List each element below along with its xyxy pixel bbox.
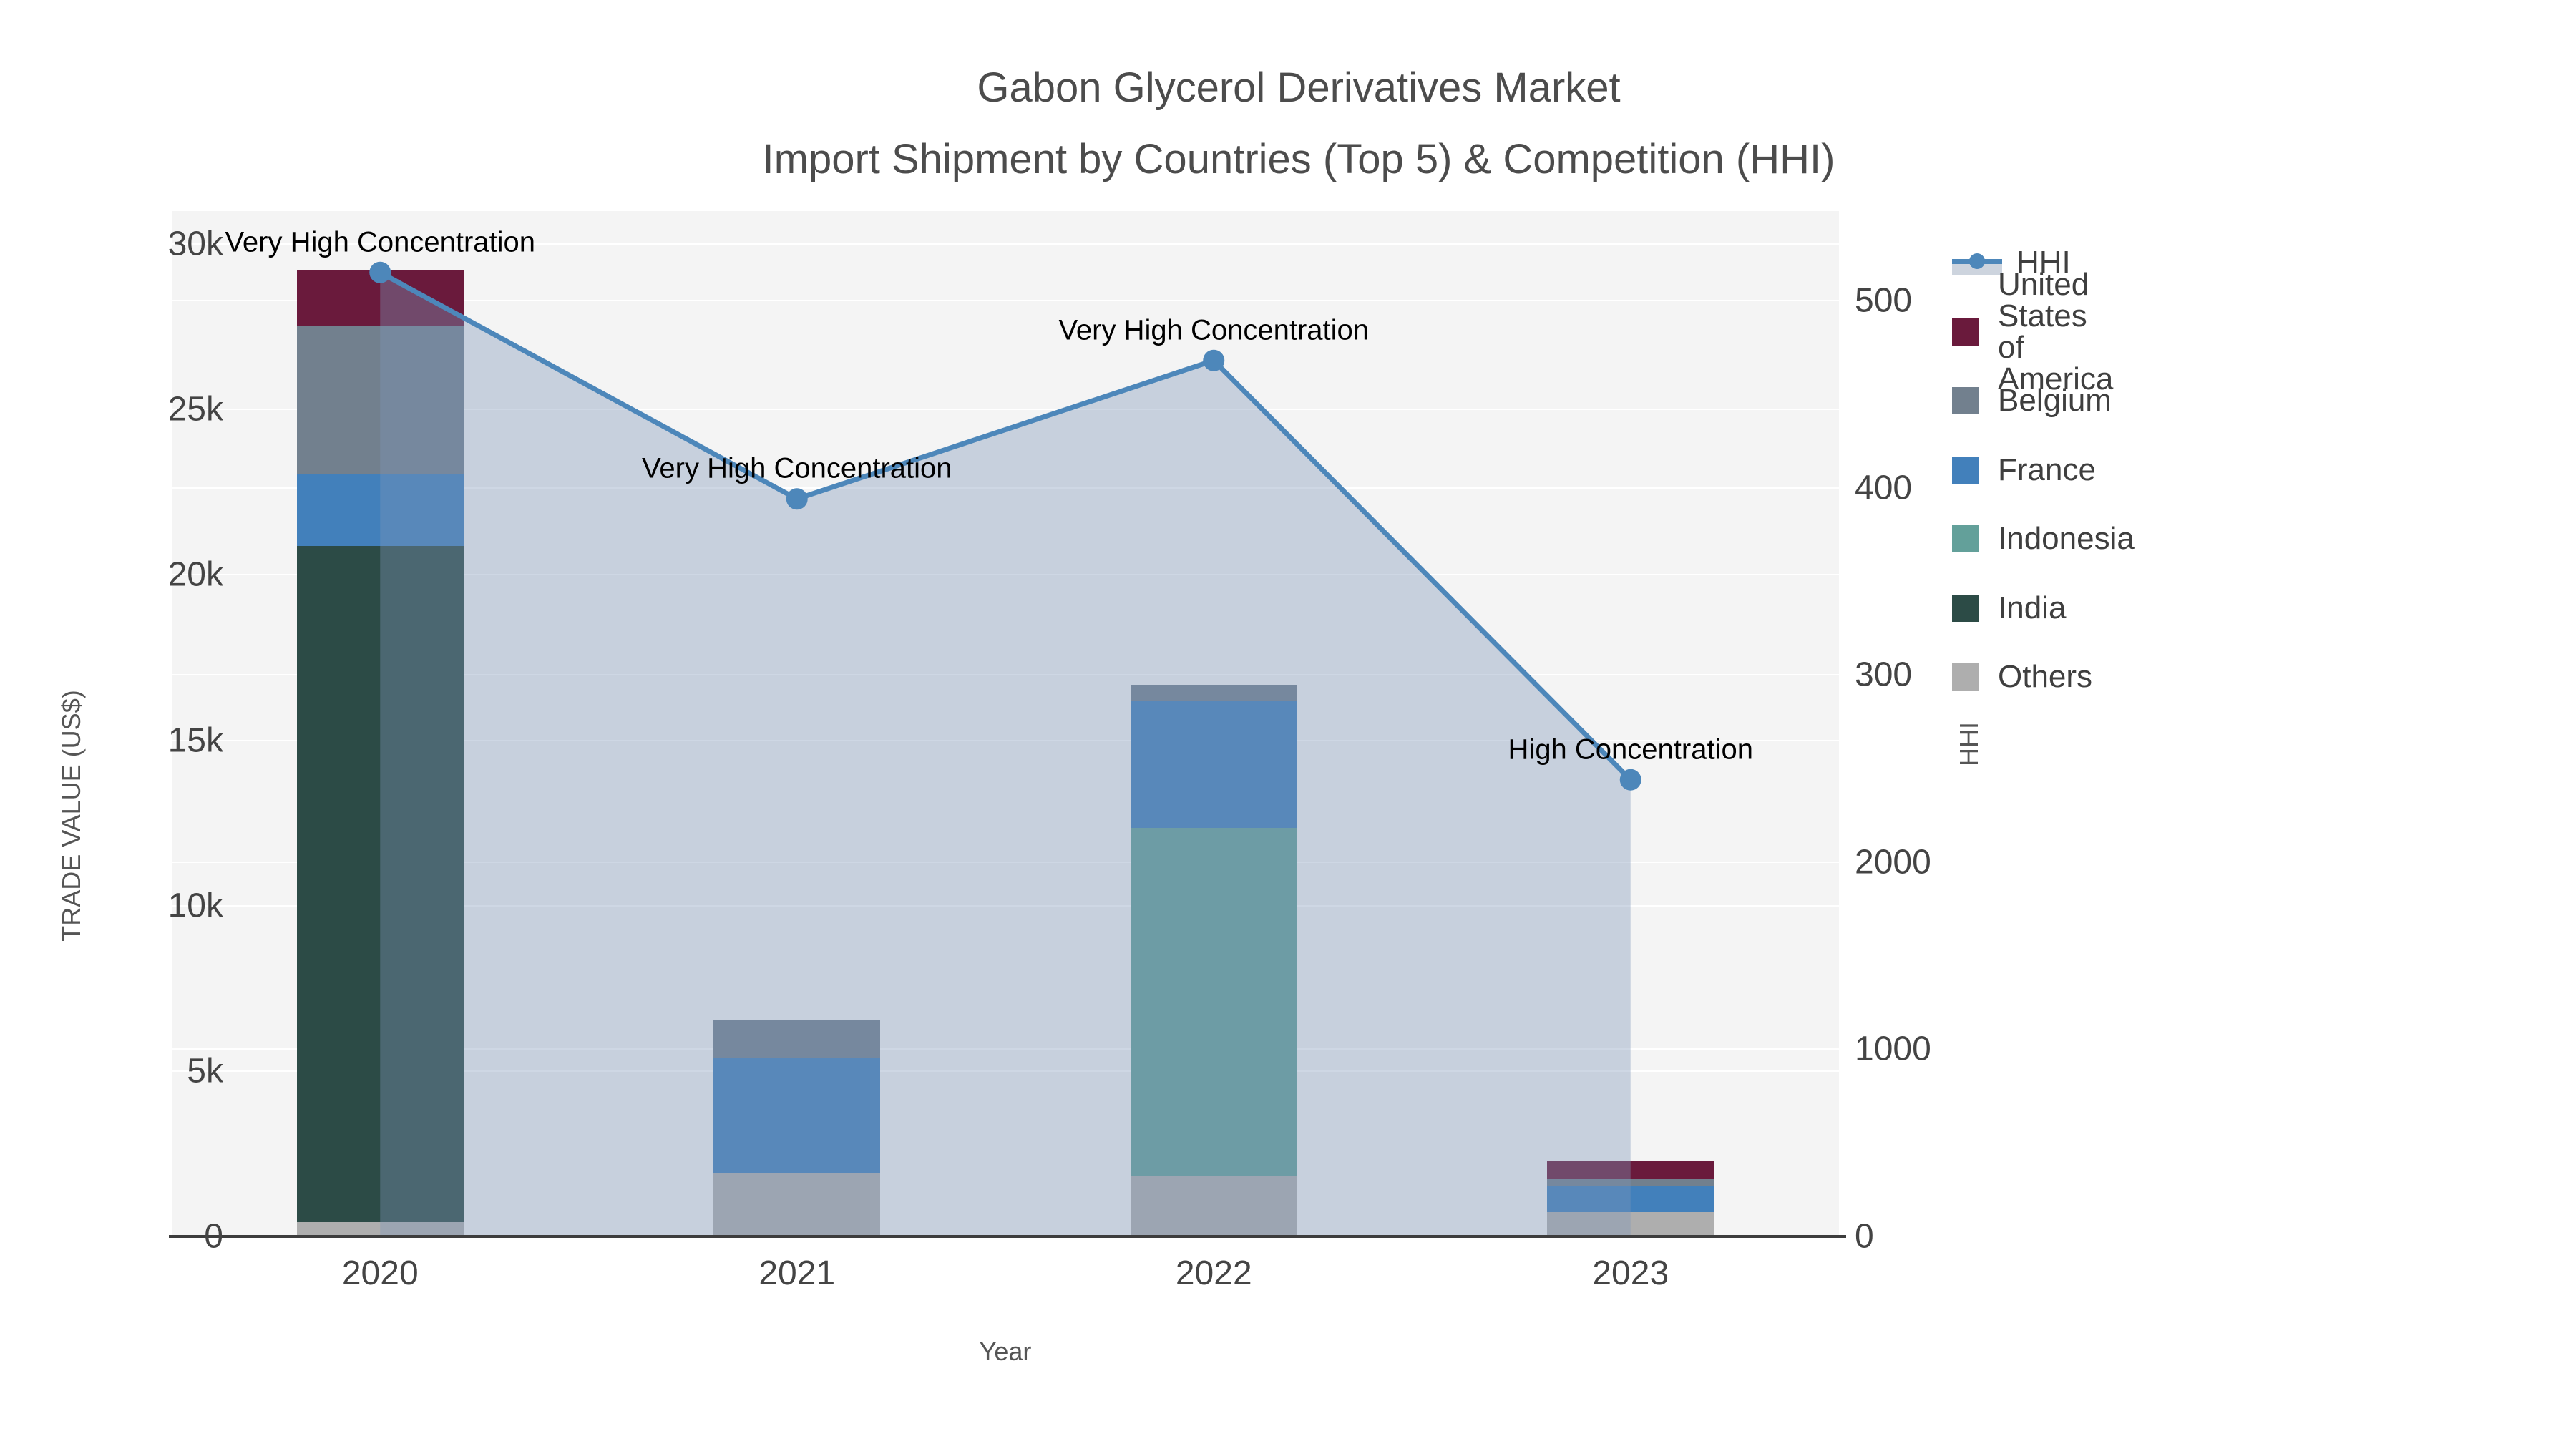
legend-item-others[interactable]: Others <box>1952 655 2092 698</box>
bar-segment-united-states-of-america-2020[interactable] <box>296 269 464 326</box>
hhi-marker-2022[interactable] <box>1203 349 1225 371</box>
y-left-tick-0: 0 <box>204 1217 223 1256</box>
y-right-tick-300: 300 <box>1855 655 1913 694</box>
legend-swatch-icon <box>1952 594 1979 622</box>
bar-segment-others-2020[interactable] <box>296 1222 464 1236</box>
y-right-tick-1000: 1000 <box>1855 1030 1931 1068</box>
bar-segment-india-2020[interactable] <box>296 545 464 1223</box>
bar-segment-belgium-2022[interactable] <box>1130 685 1297 701</box>
y-left-tick-15k: 15k <box>167 721 223 759</box>
y-right-tick-0: 0 <box>1855 1217 1874 1256</box>
bar-segment-france-2020[interactable] <box>296 474 464 546</box>
bar-segment-france-2022[interactable] <box>1130 701 1297 828</box>
y-right-tick-400: 400 <box>1855 469 1913 507</box>
legend-swatch-icon <box>1952 456 1979 484</box>
legend-swatch-icon <box>1952 318 1979 346</box>
legend-label: United States of America <box>1998 266 2114 396</box>
legend-label: Others <box>1998 659 2093 694</box>
annotation-2022: Very High Concentration <box>1058 314 1370 346</box>
hhi-line <box>379 270 1633 782</box>
x-tick-2021: 2021 <box>758 1254 836 1292</box>
x-tick-2020: 2020 <box>341 1254 419 1292</box>
bar-segment-others-2022[interactable] <box>1130 1176 1297 1236</box>
bar-segment-france-2023[interactable] <box>1547 1185 1714 1213</box>
hhi-area-fill <box>380 272 1631 1236</box>
chart-title-line1: Gabon Glycerol Derivatives Market <box>977 64 1621 111</box>
plot-area <box>172 211 1839 1236</box>
y-right-tick-500: 500 <box>1855 281 1913 320</box>
hhi-marker-2023[interactable] <box>1619 769 1641 791</box>
gridline-left-5000 <box>172 1070 1839 1072</box>
y-left-tick-20k: 20k <box>167 555 223 594</box>
legend-item-hhi[interactable]: HHI <box>1952 241 2071 284</box>
y-left-axis-title: TRADE VALUE (US$) <box>57 690 86 942</box>
y-left-tick-30k: 30k <box>167 225 223 263</box>
annotation-2023: High Concentration <box>1508 733 1753 766</box>
legend-swatch-icon <box>1952 663 1979 691</box>
legend-item-indonesia[interactable]: Indonesia <box>1952 517 2135 560</box>
legend-label: India <box>1998 590 2067 625</box>
annotation-2020: Very High Concentration <box>225 226 536 258</box>
bar-segment-united-states-of-america-2023[interactable] <box>1547 1161 1714 1179</box>
chart-title: Gabon Glycerol Derivatives Market Import… <box>512 63 2086 184</box>
y-left-tick-5k: 5k <box>187 1052 223 1091</box>
bar-segment-others-2021[interactable] <box>713 1173 881 1236</box>
legend-hhi-line-icon <box>1952 248 2002 278</box>
x-tick-2022: 2022 <box>1175 1254 1252 1292</box>
y-right-axis-title: HHI <box>1954 722 1984 766</box>
bar-segment-indonesia-2022[interactable] <box>1130 827 1297 1176</box>
x-axis-line <box>169 1235 1846 1238</box>
legend-item-france[interactable]: France <box>1952 449 2096 492</box>
bar-segment-belgium-2021[interactable] <box>713 1020 881 1058</box>
bar-segment-france-2021[interactable] <box>713 1058 881 1174</box>
legend-item-belgium[interactable]: Belgium <box>1952 379 2112 422</box>
legend-label: France <box>1998 452 2096 487</box>
chart-title-line2: Import Shipment by Countries (Top 5) & C… <box>762 135 1835 182</box>
legend-item-india[interactable]: India <box>1952 587 2066 630</box>
legend-label: Indonesia <box>1998 521 2135 556</box>
bar-segment-belgium-2023[interactable] <box>1547 1178 1714 1186</box>
hhi-marker-2021[interactable] <box>786 488 808 510</box>
gridline-right-1000 <box>172 1048 1839 1050</box>
y-left-tick-10k: 10k <box>167 887 223 925</box>
legend-swatch-icon <box>1952 387 1979 414</box>
gridline-left-10000 <box>172 904 1839 907</box>
y-left-tick-25k: 25k <box>167 390 223 429</box>
annotation-2021: Very High Concentration <box>641 452 952 484</box>
legend-label: Belgium <box>1998 383 2112 418</box>
bar-segment-belgium-2020[interactable] <box>296 326 464 475</box>
y-right-tick-2000: 2000 <box>1855 843 1931 882</box>
bar-segment-others-2023[interactable] <box>1547 1212 1714 1236</box>
gridline-right-2000 <box>172 861 1839 863</box>
x-tick-2023: 2023 <box>1592 1254 1669 1292</box>
legend-item-united-states-of-america[interactable]: United States of America <box>1952 268 2113 394</box>
gridline-left-30000 <box>172 243 1839 245</box>
x-axis-title: Year <box>979 1337 1032 1366</box>
legend-label: HHI <box>2016 245 2071 280</box>
legend-swatch-icon <box>1952 525 1979 552</box>
